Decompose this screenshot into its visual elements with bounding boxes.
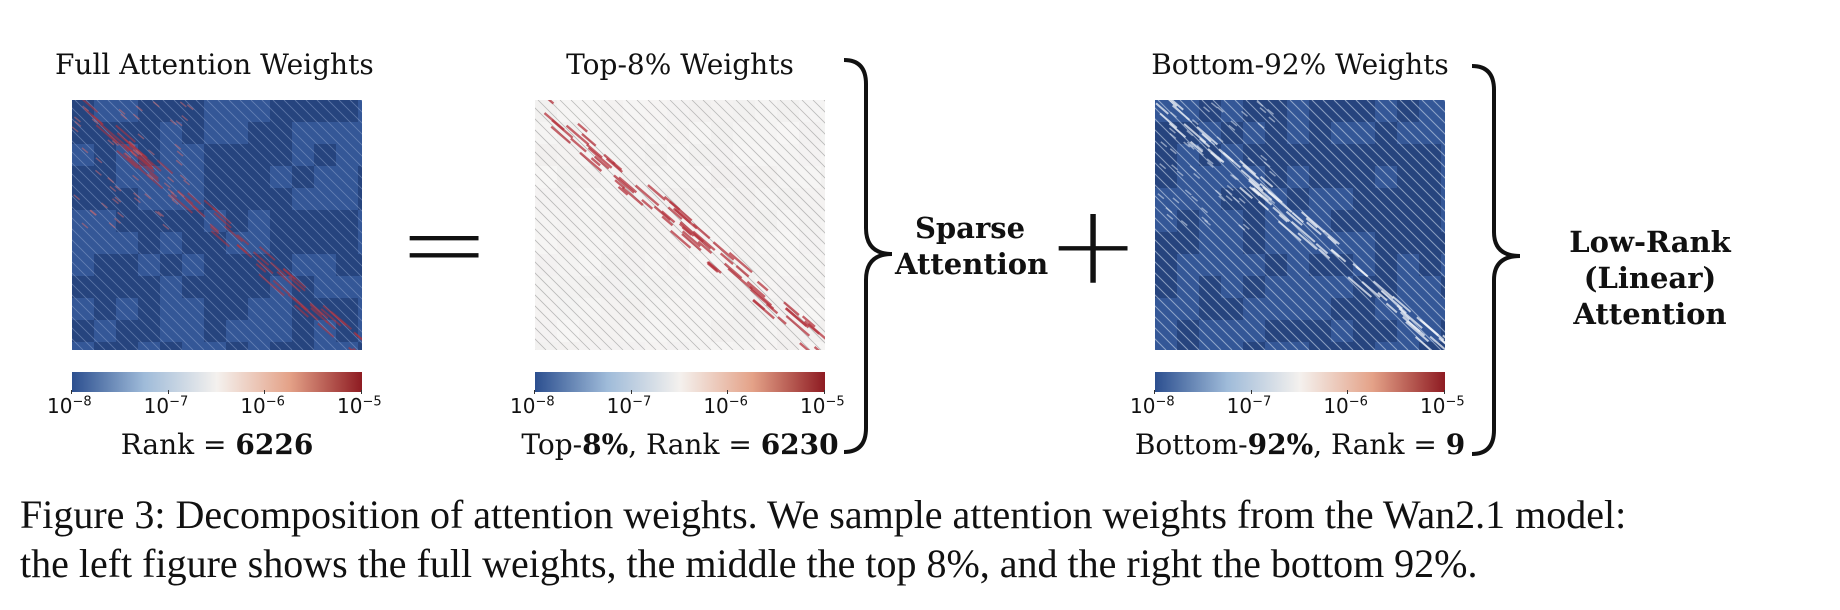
- rank-prefix: , Rank =: [1313, 428, 1446, 461]
- colorbar-full: [72, 372, 362, 392]
- colorbar-ticks-bottom: 10−8 10−7 10−6 10−5: [1130, 390, 1465, 422]
- colorbar-tick-mark: [1250, 390, 1252, 394]
- pct-value: 8%: [582, 428, 629, 461]
- pct-prefix: Bottom-: [1134, 428, 1248, 461]
- colorbar-tick-mark: [534, 390, 535, 394]
- sparse-brace: [843, 58, 893, 454]
- panel-title-top: Top-8% Weights: [566, 48, 794, 81]
- colorbar-ticks-full: 10−8 10−7 10−6 10−5: [47, 390, 382, 422]
- figure-caption: Figure 3: Decomposition of attention wei…: [20, 490, 1626, 588]
- sparse-label-line2: Attention: [895, 247, 1049, 281]
- colorbar-tick-mark: [824, 390, 825, 394]
- colorbar-tick-mark: [1154, 390, 1155, 394]
- lowrank-attention-label: Low-Rank (Linear) Attention: [1515, 224, 1785, 332]
- heatmap-full: [72, 100, 362, 350]
- colorbar-bottom: [1155, 372, 1445, 392]
- colorbar-top: [535, 372, 825, 392]
- colorbar-tick-label: 10−7: [606, 394, 652, 418]
- rank-prefix: , Rank =: [628, 428, 761, 461]
- colorbar-tick-label: 10−8: [1130, 394, 1175, 418]
- plus-sign: +: [1047, 181, 1140, 309]
- colorbar-tick-mark: [727, 390, 729, 394]
- equals-sign: =: [398, 179, 491, 307]
- colorbar-tick-label: 10−7: [143, 394, 189, 418]
- heatmap-bottom: [1155, 100, 1445, 350]
- colorbar-tick-mark: [167, 390, 169, 394]
- colorbar-tick-label: 10−5: [1420, 394, 1465, 418]
- colorbar-tick-mark: [361, 390, 362, 394]
- colorbar-tick-mark: [1444, 390, 1445, 394]
- panel-title-bottom: Bottom-92% Weights: [1151, 48, 1449, 81]
- colorbar-tick-label: 10−6: [703, 394, 748, 418]
- colorbar-tick-label: 10−6: [240, 394, 285, 418]
- pct-value: 92%: [1247, 428, 1314, 461]
- colorbar-tick-label: 10−5: [337, 394, 382, 418]
- lowrank-label-line1: Low-Rank: [1569, 225, 1731, 259]
- pct-prefix: Top-: [521, 428, 583, 461]
- colorbar-tick-mark: [264, 390, 266, 394]
- colorbar-tick-mark: [71, 390, 72, 394]
- sparse-label-line1: Sparse: [914, 211, 1026, 245]
- caption-line1: Figure 3: Decomposition of attention wei…: [20, 492, 1627, 537]
- rank-value: 9: [1445, 428, 1466, 461]
- lowrank-brace: [1471, 64, 1521, 456]
- rank-value: 6230: [760, 428, 839, 461]
- rank-prefix: Rank =: [120, 428, 236, 461]
- rank-label-full: Rank = 6226: [72, 428, 362, 461]
- colorbar-tick-label: 10−5: [800, 394, 845, 418]
- colorbar-tick-mark: [1347, 390, 1349, 394]
- rank-label-top: Top-8%, Rank = 6230: [515, 428, 845, 461]
- colorbar-tick-mark: [630, 390, 632, 394]
- colorbar-tick-label: 10−8: [47, 394, 92, 418]
- rank-label-bottom: Bottom-92%, Rank = 9: [1130, 428, 1470, 461]
- panel-title-full: Full Attention Weights: [55, 48, 374, 81]
- colorbar-tick-label: 10−8: [510, 394, 555, 418]
- lowrank-label-line2: (Linear) Attention: [1573, 261, 1727, 331]
- caption-line2: the left figure shows the full weights, …: [20, 541, 1478, 586]
- colorbar-ticks-top: 10−8 10−7 10−6 10−5: [510, 390, 845, 422]
- heatmap-top: [535, 100, 825, 350]
- colorbar-tick-label: 10−7: [1226, 394, 1272, 418]
- sparse-attention-label: Sparse Attention: [895, 210, 1049, 282]
- colorbar-tick-label: 10−6: [1323, 394, 1368, 418]
- rank-value: 6226: [235, 428, 314, 461]
